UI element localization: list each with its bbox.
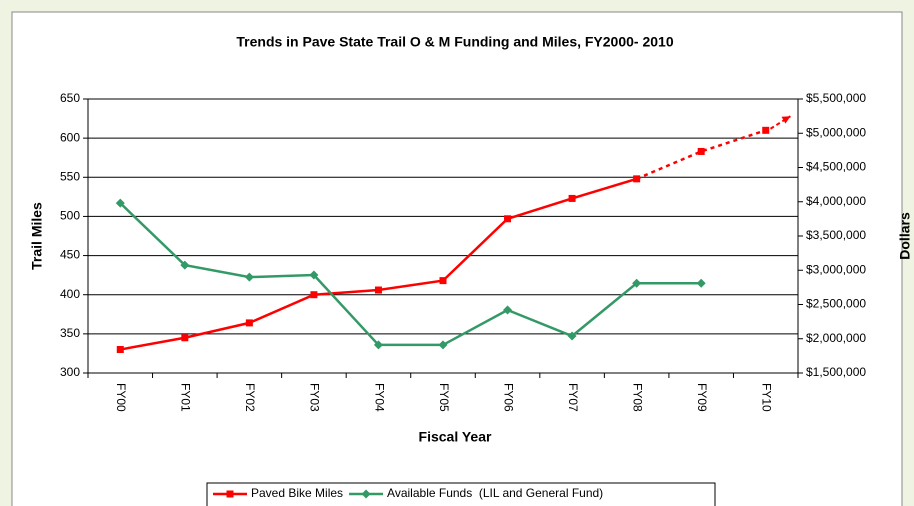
series-line <box>636 129 767 181</box>
series-line <box>119 202 702 347</box>
x-tick-label: FY04 <box>372 383 386 412</box>
y2-tick-label: $3,500,000 <box>806 228 866 242</box>
chart-background <box>11 11 903 506</box>
data-point <box>438 340 448 350</box>
data-point <box>504 215 512 223</box>
y-tick-label: 550 <box>60 169 80 183</box>
y2-tick-label: $2,500,000 <box>806 297 866 311</box>
data-point <box>633 175 641 183</box>
y-tick-label: 450 <box>60 248 80 262</box>
data-point <box>632 278 642 288</box>
data-point <box>697 147 705 155</box>
y-tick-label: 350 <box>60 326 80 340</box>
y-tick-label: 600 <box>60 130 80 144</box>
legend-marker <box>361 489 371 499</box>
arrow-head <box>781 116 791 124</box>
x-tick-label: FY01 <box>179 383 193 412</box>
y2-tick-label: $4,500,000 <box>806 160 866 174</box>
chart-title: Trends in Pave State Trail O & M Funding… <box>236 34 673 50</box>
legend-box <box>206 482 716 506</box>
projection-arrow <box>769 115 791 130</box>
y2-tick-label: $2,000,000 <box>806 331 866 345</box>
data-point <box>373 340 383 350</box>
legend-marker <box>226 490 234 498</box>
x-tick-label: FY05 <box>437 383 451 412</box>
x-tick-label: FY08 <box>630 383 644 412</box>
x-tick-label: FY10 <box>760 383 774 412</box>
legend-label: Paved Bike Miles <box>251 486 343 500</box>
y-axis-title: Trail Miles <box>29 202 45 270</box>
data-point <box>503 305 513 315</box>
data-point <box>762 126 770 134</box>
x-tick-label: FY03 <box>308 383 322 412</box>
x-tick-label: FY06 <box>501 383 515 412</box>
y2-axis-title: Dollars <box>897 212 913 260</box>
data-point <box>374 286 382 294</box>
data-point <box>181 334 189 342</box>
legend: Paved Bike Miles Available Funds (LIL and… <box>206 482 716 506</box>
data-point <box>310 291 318 299</box>
y2-tick-label: $4,000,000 <box>806 194 866 208</box>
data-point <box>439 277 447 285</box>
x-tick-label: FY07 <box>566 383 580 412</box>
data-point <box>567 331 577 341</box>
y2-tick-label: $5,000,000 <box>806 125 866 139</box>
series <box>116 115 791 354</box>
y-tick-label: 500 <box>60 209 80 223</box>
data-point <box>696 278 706 288</box>
data-point <box>115 198 125 208</box>
y2-tick-label: $3,000,000 <box>806 262 866 276</box>
data-point <box>244 272 254 282</box>
data-point <box>309 270 319 280</box>
y2-tick-label: $1,500,000 <box>806 365 866 379</box>
x-tick-label: FY00 <box>114 383 128 412</box>
legend-label: Available Funds (LIL and General Fund) <box>387 486 603 500</box>
y2-tick-label: $5,500,000 <box>806 91 866 105</box>
data-point <box>568 194 576 202</box>
y-tick-label: 300 <box>60 365 80 379</box>
data-point <box>116 346 124 354</box>
y-tick-label: 400 <box>60 287 80 301</box>
x-tick-label: FY02 <box>243 383 257 412</box>
y-tick-label: 650 <box>60 91 80 105</box>
series <box>115 198 706 350</box>
data-point <box>245 319 253 327</box>
x-axis-title: Fiscal Year <box>419 429 492 445</box>
x-tick-label: FY09 <box>695 383 709 412</box>
data-point <box>180 260 190 270</box>
